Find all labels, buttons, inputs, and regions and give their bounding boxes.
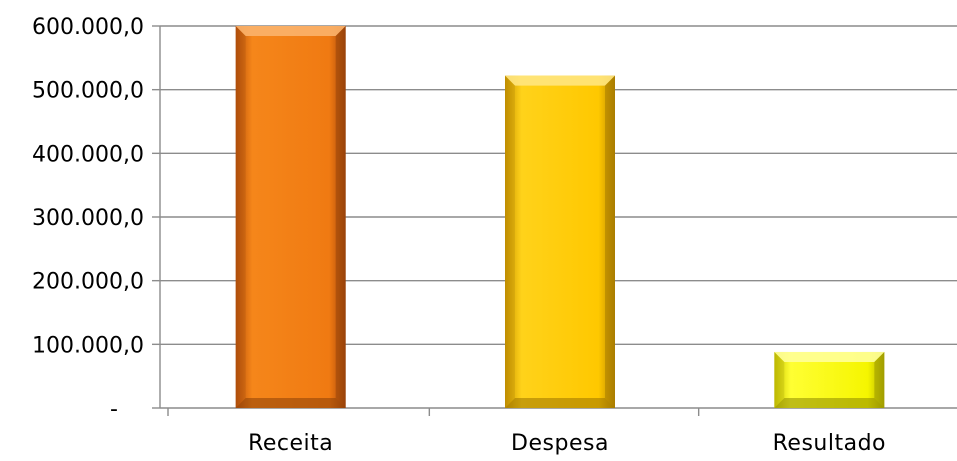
- x-category-label: Resultado: [773, 431, 886, 456]
- bar-bottom-bevel: [235, 398, 346, 408]
- y-tick-label: -: [110, 397, 118, 422]
- bar-receita: [235, 26, 346, 408]
- bar-top-bevel: [774, 351, 885, 362]
- bar-top-bevel: [505, 75, 615, 86]
- bar-left-bevel: [774, 351, 785, 408]
- y-tick-label: 100.000,0: [32, 333, 144, 358]
- bar-face: [235, 26, 346, 408]
- bar-top-bevel: [235, 26, 346, 36]
- bar-bottom-bevel: [774, 398, 885, 408]
- y-tick-label: 200.000,0: [32, 270, 144, 295]
- bar-left-bevel: [505, 75, 515, 408]
- x-category-label: Despesa: [511, 431, 609, 456]
- bar-despesa: [505, 75, 615, 408]
- bar-right-bevel: [335, 26, 346, 408]
- bar-resultado: [774, 351, 885, 408]
- x-category-label: Receita: [248, 431, 333, 456]
- label-layer: - 100.000,0 200.000,0 300.000,0 400.000,0 500…: [32, 15, 886, 456]
- y-tick-label: 600.000,0: [32, 15, 144, 40]
- bar-right-bevel: [874, 351, 885, 408]
- bar-right-bevel: [605, 75, 615, 408]
- bar-face: [505, 75, 615, 408]
- y-tick-label: 300.000,0: [32, 206, 144, 231]
- bar-left-bevel: [235, 26, 246, 408]
- y-tick-label: 400.000,0: [32, 142, 144, 167]
- bar-layer: [235, 26, 885, 408]
- y-tick-label: 500.000,0: [32, 79, 144, 104]
- bar-bottom-bevel: [505, 398, 615, 408]
